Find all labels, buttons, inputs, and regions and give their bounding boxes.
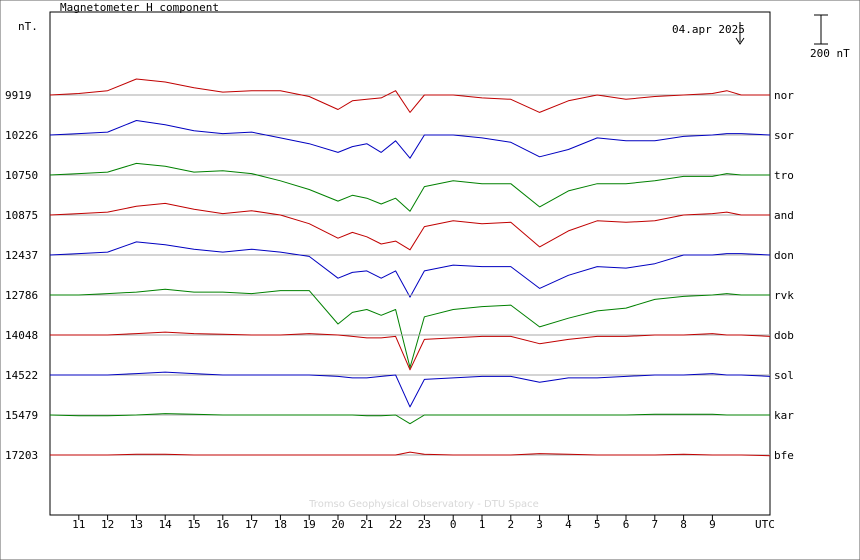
trace-don [49,241,771,298]
x-tick-label: 5 [594,518,601,531]
x-axis: 11 12 13 14 15 16 17 18 19 20 21 22 23 0 1 2 3 4 5 6 7 8 9 [72,515,716,531]
x-tick-label: 3 [536,518,543,531]
baseline-value-sol: 14522 [5,369,38,382]
trace-sor [49,120,771,159]
trace-and [49,202,770,251]
x-tick-label: 22 [389,518,402,531]
station-label-sor: sor [774,129,794,142]
x-tick-label: 4 [565,518,572,531]
baseline-value-don: 12437 [5,249,38,262]
x-tick-label: 0 [450,518,457,531]
x-tick-label: 8 [680,518,687,531]
footer-credit: Tromso Geophysical Observatory - DTU Spa… [308,499,539,510]
x-tick-label: 19 [303,518,316,531]
station-label-bfe: bfe [774,449,794,462]
station-label-rvk: rvk [774,289,794,302]
date-arrow-icon [735,22,745,45]
scale-bar [814,14,828,45]
station-label-don: don [774,249,794,262]
station-label-kar: kar [774,409,794,422]
station-label-and: and [774,209,794,222]
baseline-value-nor: 9919 [5,89,32,102]
trace-nor [49,78,770,113]
x-tick-label: 13 [130,518,143,531]
x-tick-label: 18 [274,518,287,531]
baseline-value-dob: 14048 [5,329,38,342]
trace-rvk [50,288,770,368]
x-tick-label: 1 [479,518,486,531]
x-tick-label: 21 [360,518,373,531]
x-tick-label: 23 [418,518,431,531]
station-label-sol: sol [774,369,794,382]
baseline-value-bfe: 17203 [5,449,38,462]
x-tick-label: 11 [72,518,85,531]
chart-title: Magnetometer H component [60,1,219,14]
trace-sol [50,371,771,408]
station-label-tro: tro [774,169,794,182]
x-tick-label: 17 [245,518,258,531]
x-tick-label: 15 [187,518,200,531]
scale-bar-label: 200 nT [810,47,850,60]
x-tick-label: 2 [507,518,514,531]
trace-bfe [50,451,771,457]
trace-kar [49,413,770,425]
trace-tro [49,162,770,212]
y-unit-label: nT. [18,20,38,33]
x-tick-label: 9 [709,518,716,531]
plot-frame [49,11,771,516]
date-label: 04.apr 2025 [672,23,745,36]
station-label-dob: dob [774,329,794,342]
station-traces: 9919 nor 10226 sor 10750 tro 10875 and 12437 don 1… [5,78,794,462]
trace-dob [50,331,771,371]
x-tick-label: 6 [623,518,630,531]
baseline-value-kar: 15479 [5,409,38,422]
station-label-nor: nor [774,89,794,102]
x-tick-label: 20 [331,518,344,531]
x-tick-label: 12 [101,518,114,531]
x-tick-label: 7 [651,518,658,531]
baseline-value-sor: 10226 [5,129,38,142]
baseline-value-tro: 10750 [5,169,38,182]
x-unit-label: UTC [755,518,775,531]
baseline-value-and: 10875 [5,209,38,222]
baseline-value-rvk: 12786 [5,289,38,302]
x-tick-label: 14 [159,518,173,531]
x-tick-label: 16 [216,518,229,531]
